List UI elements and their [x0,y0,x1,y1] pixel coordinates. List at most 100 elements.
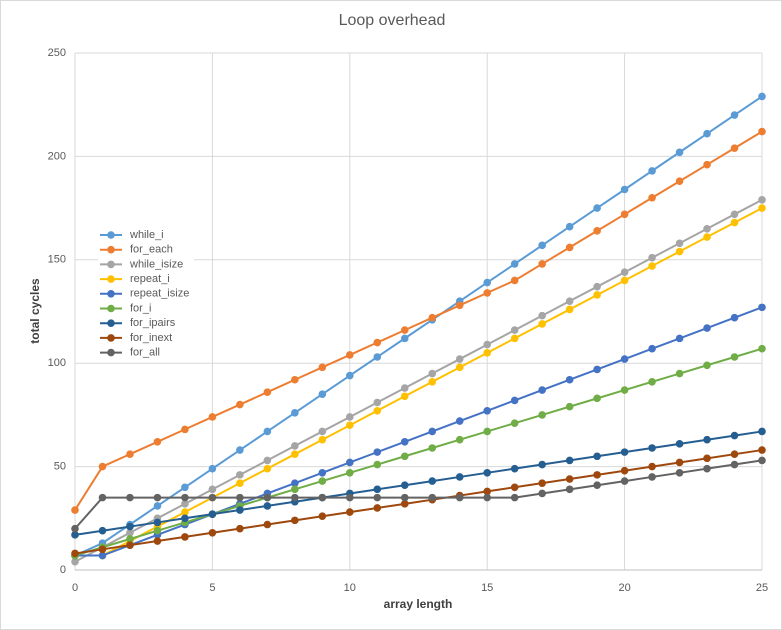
data-point [126,541,134,549]
legend-bg [98,228,194,242]
data-point [538,460,546,469]
data-point [153,537,162,545]
legend-label: while_isize [129,258,183,270]
data-point [510,334,519,343]
data-point [510,493,519,502]
data-point [593,365,601,374]
data-point [758,344,766,353]
data-point [181,514,189,523]
legend-bg [98,272,194,287]
data-point [675,458,684,467]
data-point [565,375,574,384]
data-point [703,324,711,332]
legend-marker [107,231,115,239]
data-point [181,508,189,516]
data-point [620,268,629,277]
data-point [181,500,189,508]
data-point [291,485,299,494]
data-point [620,477,629,485]
series-line [74,347,763,557]
x-tick-label: 20 [618,582,630,594]
data-point [510,483,519,492]
data-point [538,411,546,419]
legend-label: repeat_i [130,273,170,285]
data-point [346,458,354,467]
data-point [373,485,382,494]
data-point [236,479,244,487]
chart-title: Loop overhead [339,12,446,29]
data-point [318,427,327,436]
data-point [263,493,272,502]
data-point [98,526,107,535]
data-point [758,127,766,136]
data-point [153,437,162,446]
data-point [565,305,574,314]
data-point [291,450,299,458]
data-point [703,435,711,444]
data-point [263,464,272,473]
data-point [510,276,519,285]
data-point [703,224,711,233]
data-point [510,326,519,334]
legend-label: for_inext [130,332,172,344]
data-point [346,469,354,477]
data-point [428,444,437,452]
legend-bg [98,330,194,345]
data-point [236,524,244,533]
data-point [730,353,739,361]
data-point [538,241,546,250]
legend-label: for_all [130,347,160,359]
x-tick-label: 5 [209,582,215,594]
data-point [153,493,162,502]
data-point [126,535,134,543]
data-point [318,435,327,444]
data-point [153,518,162,527]
series-line [74,459,763,530]
data-point [620,210,629,219]
data-point [291,516,299,525]
data-point [400,326,409,334]
data-point [373,493,382,502]
data-point [593,291,601,299]
data-point [318,512,327,521]
data-point [593,471,601,479]
data-point [730,218,739,227]
data-point [428,493,437,502]
data-point [373,460,382,469]
data-point [208,510,217,518]
data-point [620,448,629,456]
data-point [346,493,354,502]
data-point [648,253,656,262]
data-point [455,417,464,425]
data-point [730,450,739,458]
data-point [483,289,492,297]
data-point [263,520,272,529]
legend-marker [107,304,115,313]
data-point [648,444,656,452]
y-tick-label: 0 [60,564,66,576]
series-line [74,198,763,563]
data-point [648,167,656,175]
data-point [483,340,492,349]
data-point [593,282,601,291]
legend-bg [98,257,194,272]
data-point [208,528,217,537]
data-point [455,355,464,363]
data-point [428,477,437,485]
data-point [318,493,327,502]
data-point [455,301,464,310]
data-point [236,400,244,409]
legend-marker [107,334,115,342]
data-point [208,464,217,473]
x-tick-label: 15 [481,582,493,594]
data-point [455,473,464,481]
data-point [483,349,492,357]
data-point [703,454,711,463]
data-point [538,489,546,498]
data-point [758,446,766,454]
data-point [538,320,546,328]
data-point [483,406,492,415]
data-point [400,481,409,490]
data-point [373,504,382,512]
data-point [126,450,134,458]
